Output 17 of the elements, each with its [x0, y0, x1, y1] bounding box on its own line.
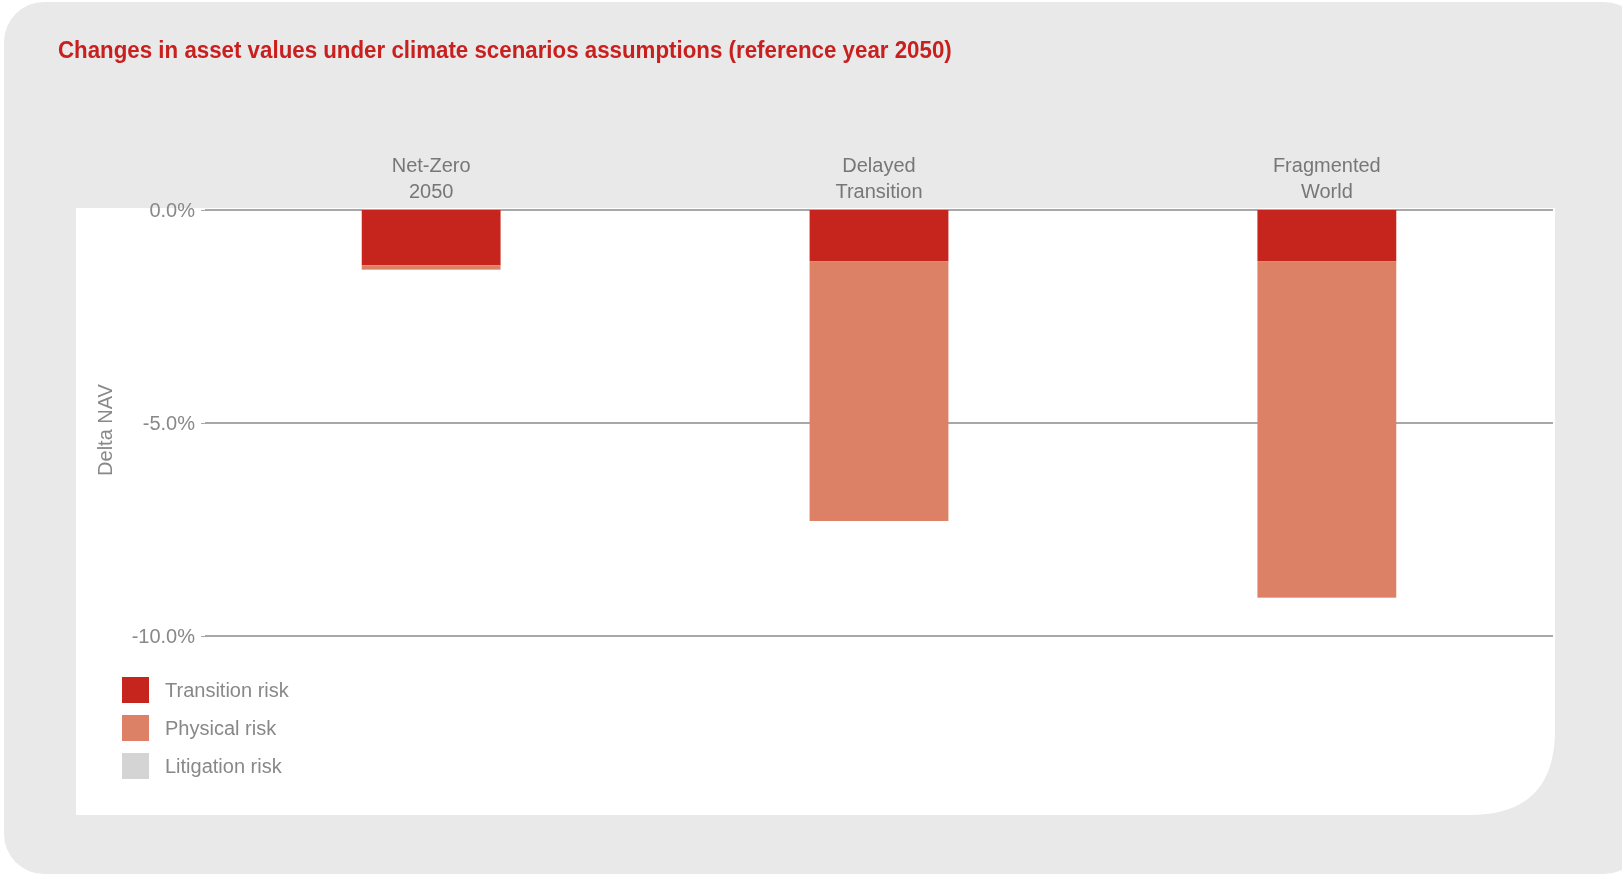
bar: [361, 265, 501, 270]
bar: [809, 261, 949, 521]
bar: [1257, 261, 1397, 598]
x-tick-label: Fragmented World: [1272, 154, 1381, 202]
bar: [809, 210, 949, 262]
legend-label: Litigation risk: [165, 755, 283, 777]
chart-title: Changes in asset values under climate scenarios assumptions (reference year 2050): [58, 36, 952, 64]
legend-label: Transition risk: [165, 679, 290, 701]
y-tick-label: -5.0%: [142, 411, 196, 434]
legend-label: Physical risk: [165, 717, 278, 739]
x-tick-label: Delayed Transition: [835, 154, 923, 202]
y-tick-label: 0.0%: [149, 198, 196, 221]
x-tick-label: Net-Zero 2050: [391, 154, 471, 202]
y-tick-label: -10.0%: [131, 624, 196, 647]
y-axis-title: Delta NAV: [94, 383, 116, 476]
bar: [1257, 210, 1397, 262]
bar: [361, 210, 501, 266]
